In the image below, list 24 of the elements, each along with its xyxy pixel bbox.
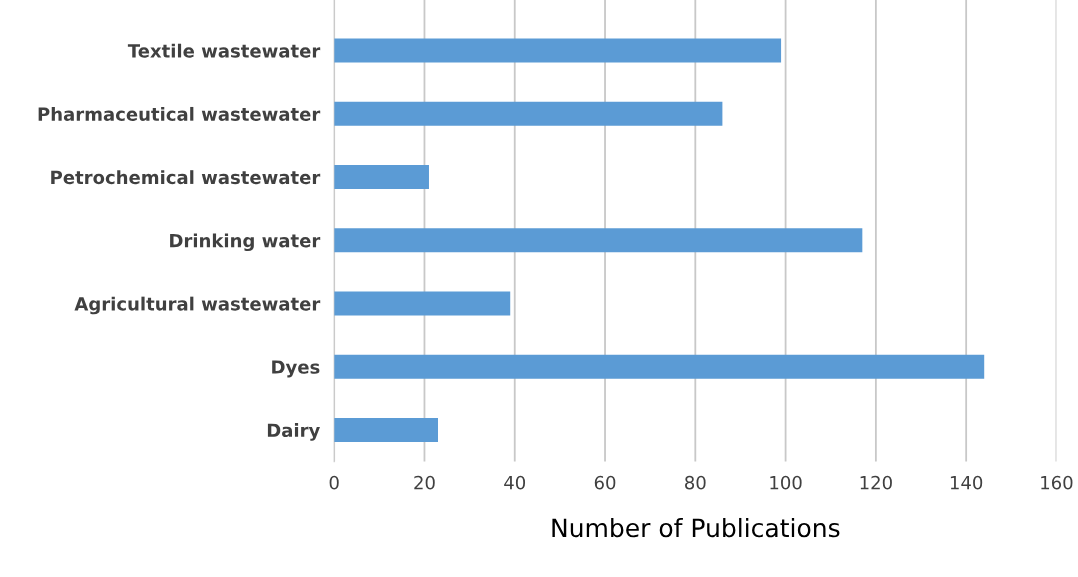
x-tick-label: 40	[504, 475, 526, 490]
y-tick-label: Petrochemical wastewater	[51, 170, 321, 185]
bar	[334, 165, 429, 190]
y-tick-label: Agricultural wastewater	[74, 296, 321, 315]
x-tick-label: 20	[414, 475, 435, 490]
bar	[334, 291, 511, 316]
x-tick-label: 160	[1041, 475, 1073, 490]
x-tick-label: 120	[860, 475, 892, 490]
x-tick-label: 80	[685, 475, 706, 490]
bar	[334, 101, 723, 126]
x-tick-label: 140	[950, 475, 983, 490]
bar	[334, 354, 985, 379]
y-tick-label: Drinking water	[170, 233, 321, 252]
x-tick-label: 60	[594, 475, 616, 490]
y-tick-label: Textile wastewater	[127, 43, 321, 58]
y-tick-label: Pharmaceutical wastewater	[38, 106, 321, 121]
bar	[334, 417, 438, 442]
bar	[334, 38, 782, 63]
y-tick-label: Dairy	[267, 423, 320, 441]
bar	[334, 228, 863, 253]
y-tick-label: Dyes	[272, 360, 320, 378]
x-tick-label: 100	[770, 475, 802, 490]
x-tick-label: 0	[329, 475, 339, 490]
x-axis-title: Number of Publications	[552, 517, 840, 538]
